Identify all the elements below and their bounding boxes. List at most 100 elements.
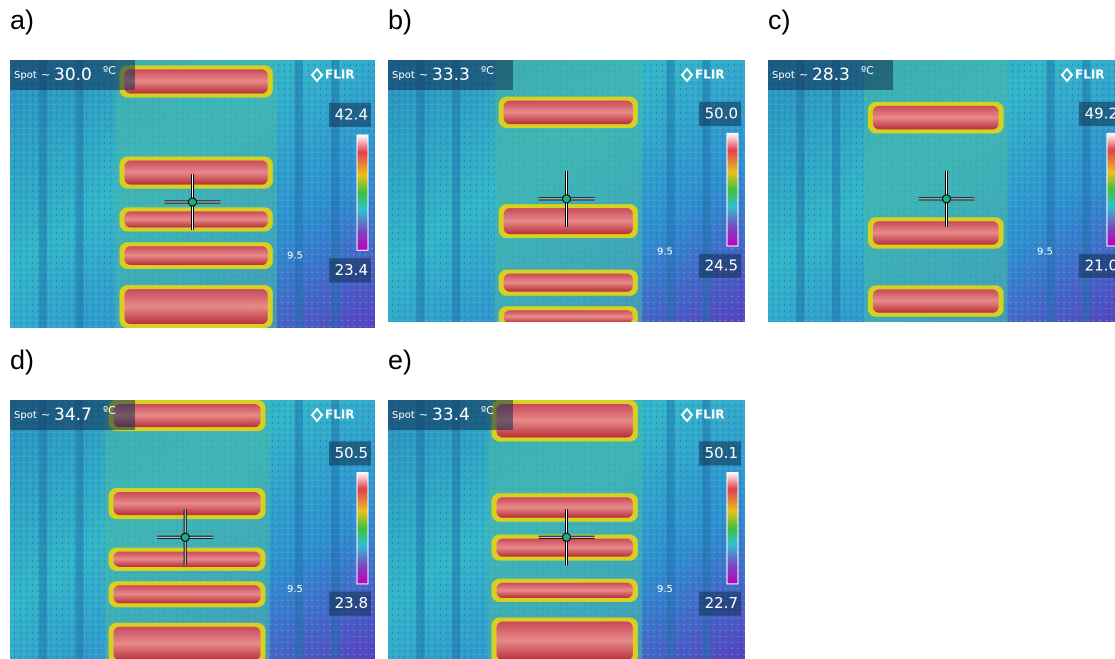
hot-zone	[504, 101, 633, 124]
thermal-canvas: Spot ~34.7 ºC FLIR 50.5 9.5 23.8	[10, 400, 375, 659]
hot-zone	[114, 404, 261, 427]
spot-label: Spot	[392, 70, 415, 81]
structure	[702, 400, 710, 659]
hot-zone	[497, 404, 633, 437]
scale-mid: 9.5	[1037, 246, 1053, 257]
scale-max: 50.5	[335, 444, 368, 462]
hot-zone	[114, 492, 261, 515]
figure: a)Spot~30.0ºCFLIR42.49.523.4b)Spot~33.3º…	[0, 0, 1115, 659]
scale-min: 22.7	[705, 594, 738, 612]
scale-min: 23.8	[335, 594, 368, 612]
hot-zone	[125, 246, 268, 265]
hot-zone	[504, 310, 633, 322]
rack-frame	[864, 60, 1008, 322]
scale-max: 50.1	[705, 444, 738, 462]
spot-unit: ºC	[103, 404, 116, 417]
spot-value: 34.7	[54, 405, 92, 425]
structure	[1046, 60, 1054, 322]
crosshair-center	[189, 198, 197, 206]
hot-zone	[497, 497, 633, 517]
hot-zone	[114, 627, 261, 659]
spot-label: Spot	[14, 410, 37, 421]
spot-unit: ºC	[861, 64, 874, 77]
scale-bar	[357, 135, 368, 250]
spot-unit: ºC	[481, 404, 494, 417]
structure	[39, 400, 47, 659]
thermal-canvas: Spot~28.3ºCFLIR49.29.521.0	[768, 60, 1115, 322]
scale-bar	[1107, 133, 1115, 246]
scale-max: 42.4	[335, 105, 368, 123]
panel-label: b)	[388, 5, 412, 36]
spot-separator: ~	[419, 408, 428, 421]
hot-zone	[125, 289, 268, 324]
hot-zone	[873, 289, 999, 312]
brand: FLIR	[325, 68, 355, 82]
spot-value: 33.3	[432, 65, 470, 85]
spot-separator: ~	[799, 68, 808, 81]
crosshair-center	[563, 533, 571, 541]
hot-zone	[873, 221, 999, 244]
thermal-image: Spot ~33.3 ºC FLIR 50.0 9.5 24.5	[388, 60, 745, 322]
structure	[76, 400, 84, 659]
hot-zone	[497, 583, 633, 598]
spot-label: Spot	[14, 70, 37, 81]
scale-min: 21.0	[1085, 256, 1115, 274]
spot-unit: ºC	[103, 64, 116, 77]
panel-label: a)	[10, 5, 34, 36]
structure	[39, 60, 47, 328]
brand: FLIR	[325, 408, 355, 422]
spot-separator: ~	[41, 408, 50, 421]
brand: FLIR	[1075, 68, 1105, 82]
structure	[1082, 60, 1090, 322]
panel-label: e)	[388, 345, 412, 376]
scale-bar	[727, 473, 738, 584]
hot-zone	[504, 274, 633, 292]
spot-unit: ºC	[481, 64, 494, 77]
brand: FLIR	[695, 68, 725, 82]
hot-zone	[497, 622, 633, 659]
scale-min: 23.4	[335, 261, 368, 279]
spot-label: Spot	[392, 410, 415, 421]
crosshair-center	[943, 195, 951, 203]
spot-separator: ~	[419, 68, 428, 81]
rack-frame	[105, 400, 270, 659]
structure	[331, 400, 339, 659]
hot-zone	[873, 106, 999, 129]
crosshair-center	[563, 195, 571, 203]
hot-zone	[125, 160, 268, 184]
structure	[417, 400, 425, 659]
thermal-canvas: Spot ~33.3 ºC FLIR 50.0 9.5 24.5	[388, 60, 745, 322]
hot-zone	[114, 585, 261, 603]
scale-min: 24.5	[705, 256, 738, 274]
spot-label: Spot	[772, 70, 795, 81]
structure	[797, 60, 805, 322]
structure	[295, 400, 303, 659]
spot-value: 33.4	[432, 405, 470, 425]
scale-mid: 9.5	[287, 584, 303, 595]
crosshair-center	[181, 533, 189, 541]
hot-zone	[125, 69, 268, 93]
scale-mid: 9.5	[657, 584, 673, 595]
hot-zone	[114, 552, 261, 567]
panel-label: c)	[768, 5, 791, 36]
scale-bar	[727, 133, 738, 246]
structure	[76, 60, 84, 328]
hot-zone	[504, 208, 633, 234]
spot-value: 28.3	[812, 65, 850, 85]
structure	[702, 60, 710, 322]
structure	[832, 60, 840, 322]
scale-mid: 9.5	[657, 246, 673, 257]
structure	[452, 400, 460, 659]
spot-separator: ~	[41, 68, 50, 81]
structure	[417, 60, 425, 322]
structure	[666, 60, 674, 322]
structure	[666, 400, 674, 659]
structure	[331, 60, 339, 328]
panel-label: d)	[10, 345, 34, 376]
scale-bar	[357, 473, 368, 584]
scale-max: 50.0	[705, 104, 738, 122]
structure	[295, 60, 303, 328]
